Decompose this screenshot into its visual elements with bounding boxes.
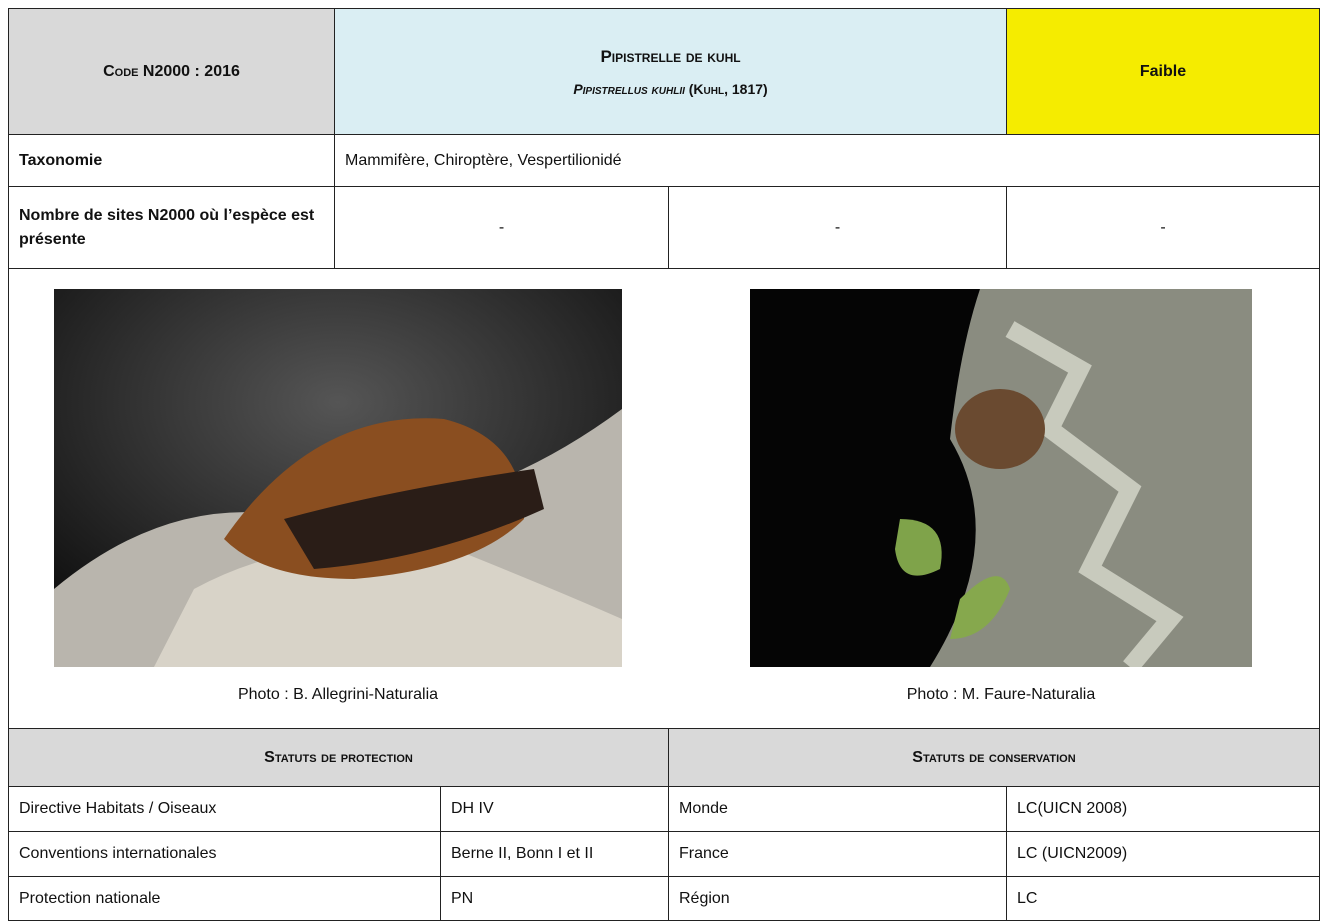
common-name: Pipistrelle de kuhl [600,46,741,66]
status-value: LC(UICN 2008) [1017,800,1128,817]
conservation-header: Statuts de conservation [668,728,1320,787]
code: Code N2000 : 2016 [103,62,240,80]
status-cell: LC(UICN 2008) [1006,786,1320,832]
title-cell: Pipistrelle de kuhl Pipistrellus kuhlii … [334,8,1007,135]
status-cell: Conventions internationales [8,831,441,877]
sites-cell: - [334,186,669,269]
sites-cell: - [1006,186,1320,269]
status-value: PN [451,889,474,907]
status-label: Monde [679,800,728,817]
protection-header: Statuts de protection [8,728,669,787]
photo-bat-rock [54,289,622,667]
sites-value: - [498,218,505,236]
status-label: France [679,845,729,862]
status-cell: Région [668,876,1007,921]
status-value: DH IV [451,800,494,817]
authority: (Kuhl, 1817) [688,80,768,97]
conservation-title: Statuts de conservation [912,748,1076,766]
status-label: Protection nationale [19,889,161,907]
status-cell: DH IV [440,786,669,832]
photo-caption: Photo : M. Faure-Naturalia [906,686,1096,703]
photo-bat-tree [750,289,1252,667]
status-cell: Directive Habitats / Oiseaux [8,786,441,832]
scientific-name: Pipistrellus kuhlii [573,80,685,97]
taxonomy-value: Mammifère, Chiroptère, Vespertilionidé [345,151,622,169]
status-cell: PN [440,876,669,921]
protection-title: Statuts de protection [264,748,413,766]
status-label: Conventions internationales [19,845,217,862]
sites-label-cell: Nombre de sites N2000 où l’espèce est pr… [8,186,335,269]
photo-caption: Photo : B. Allegrini-Naturalia [237,686,439,703]
taxonomy-value-cell: Mammifère, Chiroptère, Vespertilionidé [334,134,1320,187]
taxonomy-label-cell: Taxonomie [8,134,335,187]
sites-value: - [834,218,841,236]
code-cell: Code N2000 : 2016 [8,8,335,135]
status-label: Région [679,889,730,907]
status-cell: LC (UICN2009) [1006,831,1320,877]
taxonomy-label: Taxonomie [19,151,103,169]
status-value: Berne II, Bonn I et II [451,845,594,862]
level: Faible [1139,62,1187,80]
status-cell: LC [1006,876,1320,921]
status-label: Directive Habitats / Oiseaux [19,800,217,817]
status-cell: Protection nationale [8,876,441,921]
status-value: LC (UICN2009) [1017,845,1128,862]
sites-label: Nombre de sites N2000 où l’espèce est pr… [19,206,315,248]
sites-cell: - [668,186,1007,269]
level-cell: Faible [1006,8,1320,135]
status-cell: France [668,831,1007,877]
status-value: LC [1017,889,1038,907]
status-cell: Berne II, Bonn I et II [440,831,669,877]
sites-value: - [1160,218,1166,236]
status-cell: Monde [668,786,1007,832]
